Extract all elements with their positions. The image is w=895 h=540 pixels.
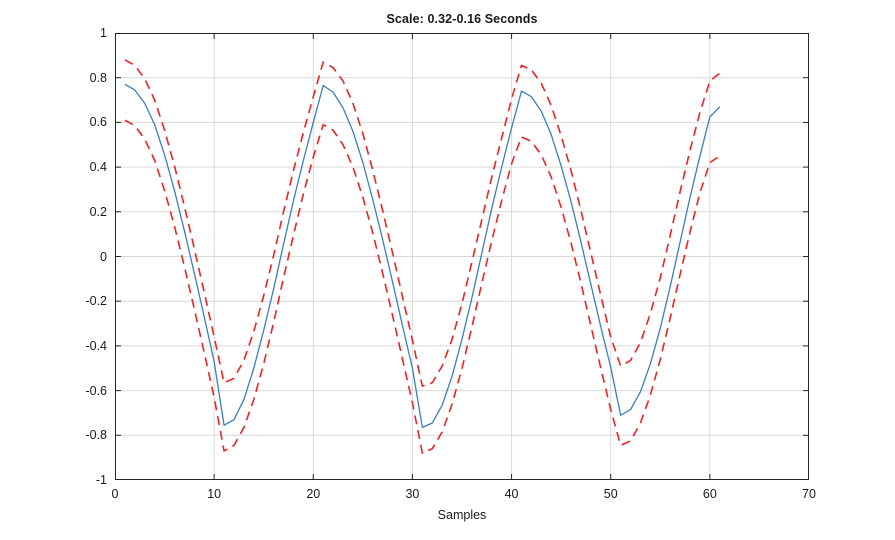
data-series-group [124,59,721,454]
series-line-signal [124,83,721,429]
y-tick-label: -0.6 [85,383,107,398]
y-tick-label: 0.6 [89,115,107,130]
x-tick-label: 40 [504,487,519,501]
x-axis-label: Samples [437,508,487,522]
series-line-lower-bound [124,119,721,454]
y-tick-label: 1 [100,26,107,40]
plot-area [115,33,809,480]
y-tick-label: 0.2 [89,204,107,219]
x-tick-label: 60 [702,487,717,501]
y-tick-label: -0.2 [85,294,107,309]
x-tick-label: 0 [111,487,119,501]
grid-lines-horizontal [115,77,809,436]
x-tick-label: 50 [603,487,618,501]
plot-svg [115,33,809,480]
chart-title: Scale: 0.32-0.16 Seconds [386,12,538,26]
plot-border [115,33,809,480]
y-tick-label: -0.8 [85,428,107,443]
y-tick-label: -1 [95,473,107,487]
series-line-upper-bound [124,59,721,387]
y-tick-label: 0.4 [89,160,107,175]
y-tick-label: 0.8 [89,70,107,85]
y-tick-label: -0.4 [85,338,107,353]
y-tick-label: 0 [100,249,107,264]
x-tick-label: 10 [207,487,222,501]
x-tick-label: 30 [405,487,420,501]
x-tick-label: 70 [802,487,816,501]
x-tick-label: 20 [306,487,321,501]
